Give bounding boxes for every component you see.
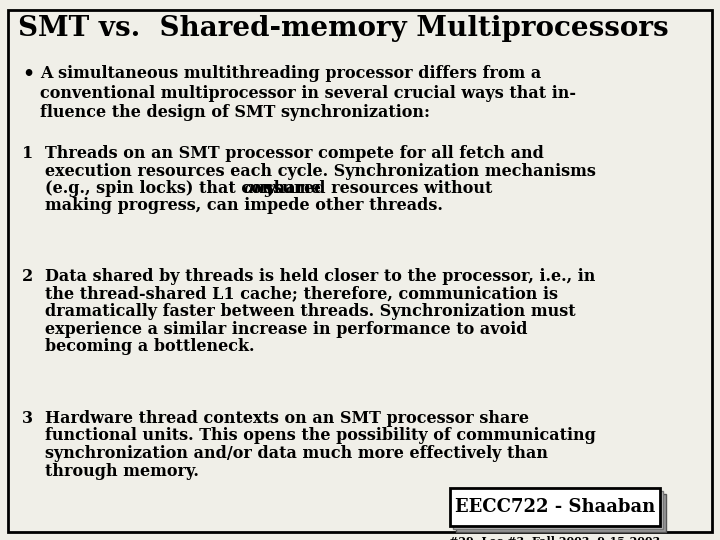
Text: 3: 3 — [22, 410, 33, 427]
Bar — [450, 488, 660, 526]
Text: Data shared by threads is held closer to the processor, i.e., in: Data shared by threads is held closer to… — [45, 268, 595, 285]
Text: SMT vs.  Shared-memory Multiprocessors: SMT vs. Shared-memory Multiprocessors — [18, 15, 669, 42]
Text: •: • — [22, 65, 34, 83]
Text: any: any — [243, 180, 274, 197]
Text: becoming a bottleneck.: becoming a bottleneck. — [45, 338, 254, 355]
Text: EECC722 - Shaaban: EECC722 - Shaaban — [455, 498, 655, 516]
Text: the thread-shared L1 cache; therefore, communication is: the thread-shared L1 cache; therefore, c… — [45, 286, 558, 302]
Text: dramatically faster between threads. Synchronization must: dramatically faster between threads. Syn… — [45, 303, 575, 320]
Text: experience a similar increase in performance to avoid: experience a similar increase in perform… — [45, 321, 528, 338]
Text: 1: 1 — [22, 145, 33, 162]
Text: 2: 2 — [22, 268, 33, 285]
Text: functional units. This opens the possibility of communicating: functional units. This opens the possibi… — [45, 428, 596, 444]
Text: synchronization and/or data much more effectively than: synchronization and/or data much more ef… — [45, 445, 548, 462]
Bar — [456, 494, 666, 532]
Text: execution resources each cycle. Synchronization mechanisms: execution resources each cycle. Synchron… — [45, 163, 596, 179]
Text: making progress, can impede other threads.: making progress, can impede other thread… — [45, 198, 443, 214]
Bar — [453, 491, 663, 529]
Text: Hardware thread contexts on an SMT processor share: Hardware thread contexts on an SMT proce… — [45, 410, 529, 427]
Text: Threads on an SMT processor compete for all fetch and: Threads on an SMT processor compete for … — [45, 145, 544, 162]
Text: (e.g., spin locks) that consume: (e.g., spin locks) that consume — [45, 180, 326, 197]
Text: #29  Lec #3  Fall 2003  9-15-2003: #29 Lec #3 Fall 2003 9-15-2003 — [449, 536, 661, 540]
Text: shared resources without: shared resources without — [259, 180, 492, 197]
Text: A simultaneous multithreading processor differs from a
conventional multiprocess: A simultaneous multithreading processor … — [40, 65, 576, 121]
Text: through memory.: through memory. — [45, 462, 199, 480]
